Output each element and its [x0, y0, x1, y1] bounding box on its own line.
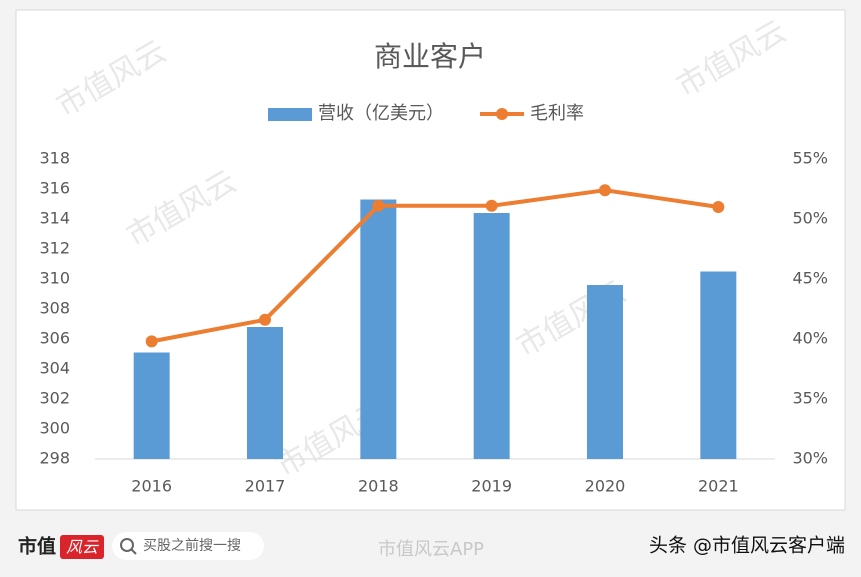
- y2-tick-label: 55%: [792, 149, 828, 168]
- y2-tick-label: 30%: [792, 449, 828, 468]
- x-tick-label: 2019: [471, 477, 512, 496]
- y-tick-label: 316: [39, 179, 70, 198]
- search-text[interactable]: 买股之前搜一搜: [143, 537, 241, 554]
- y2-tick-label: 45%: [792, 269, 828, 288]
- chart-title: 商业客户: [374, 40, 486, 73]
- line-point: [485, 199, 498, 212]
- legend-label: 毛利率: [530, 103, 584, 124]
- y-tick-label: 306: [39, 329, 70, 348]
- source: 头条 @市值风云客户端: [649, 535, 845, 557]
- y-tick-label: 310: [39, 269, 70, 288]
- x-tick-label: 2016: [131, 477, 172, 496]
- x-tick-label: 2017: [245, 477, 286, 496]
- bar: [700, 271, 737, 459]
- legend-swatch-dot: [496, 108, 508, 120]
- bar: [360, 199, 397, 459]
- x-tick-label: 2018: [358, 477, 399, 496]
- y-tick-label: 302: [39, 389, 70, 408]
- search-icon-handle: [130, 548, 137, 555]
- brand-badge: 风云: [66, 538, 100, 557]
- legend-label: 营收（亿美元）: [318, 103, 444, 124]
- search-box[interactable]: [112, 532, 264, 560]
- y-tick-label: 312: [39, 239, 70, 258]
- bar: [587, 285, 623, 459]
- y-tick-label: 308: [39, 299, 70, 318]
- line: [151, 188, 719, 344]
- line-point: [712, 201, 725, 213]
- x-tick-label: 2020: [585, 477, 626, 496]
- y-tick-label: 300: [39, 419, 70, 438]
- brand-badge-bg: [60, 535, 104, 559]
- legend-swatch: [268, 108, 312, 121]
- search-icon: [120, 538, 134, 552]
- bar: [133, 352, 170, 459]
- y2-tick-label: 35%: [792, 389, 828, 408]
- y2-tick-label: 50%: [792, 209, 828, 228]
- y-tick-label: 314: [39, 209, 70, 228]
- line-point: [145, 335, 158, 348]
- y-tick-label: 318: [39, 149, 70, 168]
- line-point: [259, 313, 271, 326]
- bar: [473, 213, 510, 459]
- app-watermark: 市值风云APP: [378, 539, 484, 560]
- y-tick-label: 304: [39, 359, 70, 378]
- line-point: [599, 184, 611, 197]
- line-point: [372, 199, 385, 212]
- bar: [247, 327, 283, 459]
- y2-tick-label: 40%: [792, 329, 828, 348]
- y-tick-label: 298: [39, 449, 70, 468]
- brand: 市值: [18, 535, 56, 558]
- x-tick-label: 2021: [698, 477, 739, 496]
